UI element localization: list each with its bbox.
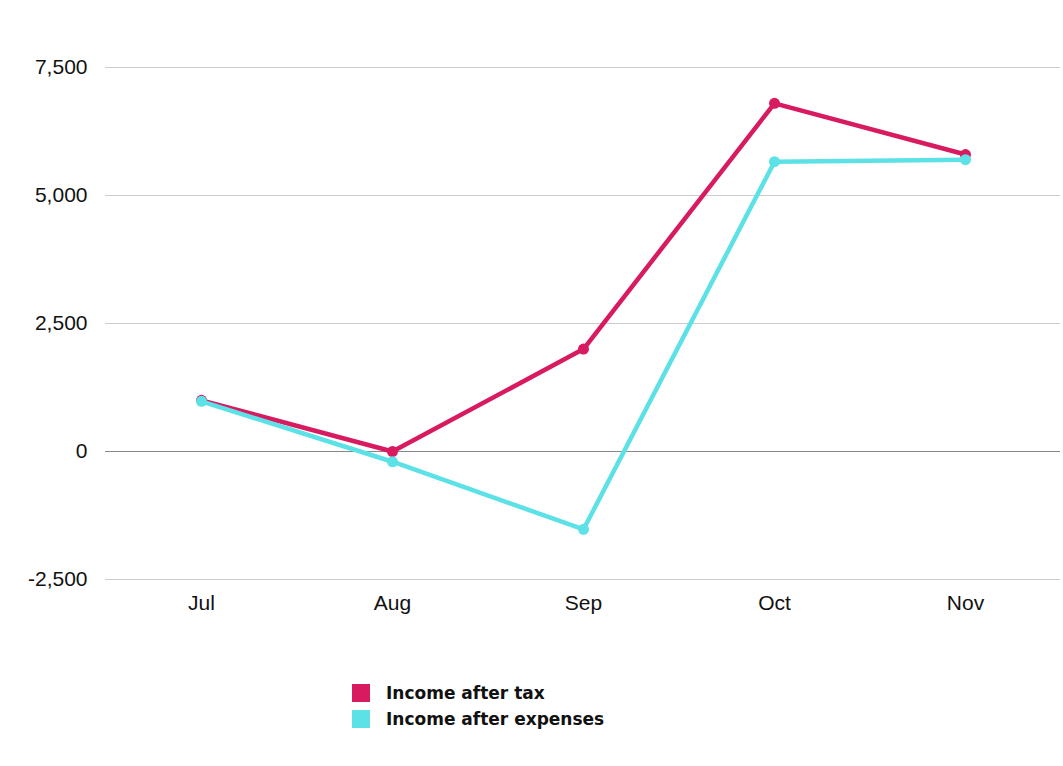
svg-text:-2,500: -2,500 xyxy=(28,567,88,590)
html-text:Income after expenses: Income after expenses xyxy=(386,709,605,729)
svg-text:Nov: Nov xyxy=(947,591,985,614)
svg-text:7,500: 7,500 xyxy=(35,55,88,78)
svg-text:Sep: Sep xyxy=(565,591,602,614)
svg-text:5,000: 5,000 xyxy=(35,183,88,206)
svg-text:Jul: Jul xyxy=(188,591,215,614)
html-text:Income after tax: Income after tax xyxy=(386,683,545,703)
svg-text:2,500: 2,500 xyxy=(35,311,88,334)
svg-text:0: 0 xyxy=(76,439,88,462)
svg-text:Oct: Oct xyxy=(758,591,791,614)
svg-text:Aug: Aug xyxy=(374,591,411,614)
